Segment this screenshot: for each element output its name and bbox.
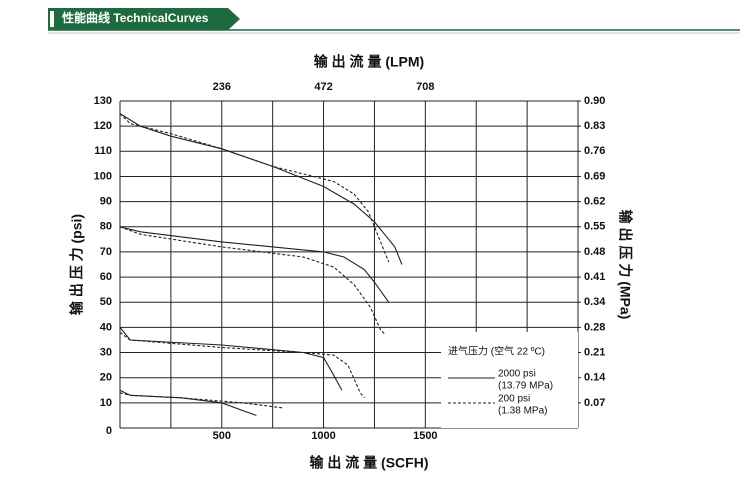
legend-box — [441, 332, 578, 428]
x-tick-label: 1500 — [413, 430, 437, 442]
curve — [119, 392, 283, 409]
y2-tick-label: 0.28 — [584, 321, 605, 333]
x2-axis-title: 输 出 流 量 (LPM) — [314, 54, 424, 70]
y2-tick-label: 0.90 — [584, 95, 605, 107]
x2-tick-label: 236 — [213, 81, 231, 93]
header-title: 性能曲线 TechnicalCurves — [61, 10, 209, 25]
y-axis-title: 输 出 压 力 (psi) — [69, 214, 85, 315]
curve — [119, 389, 257, 416]
y2-tick-label: 0.48 — [584, 246, 605, 258]
y2-tick-label: 0.14 — [584, 372, 606, 384]
y-tick-label: 50 — [100, 296, 112, 308]
y2-tick-label: 0.62 — [584, 196, 605, 208]
curve — [119, 226, 390, 303]
y-tick-label: 60 — [100, 271, 112, 283]
y-tick-label: 100 — [94, 170, 112, 182]
y-tick-label: 130 — [94, 95, 112, 107]
y2-tick-label: 0.21 — [584, 346, 605, 358]
y-tick-label: 40 — [100, 321, 112, 333]
y2-tick-label: 0.07 — [584, 397, 605, 409]
curve — [119, 327, 343, 391]
y-tick-label: 0 — [106, 425, 112, 437]
legend-label: 2000 psi — [498, 369, 536, 380]
y-tick-label: 90 — [100, 196, 112, 208]
y2-tick-label: 0.41 — [584, 271, 605, 283]
legend-title: 进气压力 (空气 22 ºC) — [448, 345, 545, 358]
curve — [119, 331, 365, 399]
x-tick-label: 1000 — [311, 430, 335, 442]
y-tick-label: 30 — [100, 346, 112, 358]
legend-label: 200 psi — [498, 394, 530, 405]
y2-axis-title: 输 出 压 力 (MPa) — [617, 210, 633, 320]
header-tab — [48, 8, 240, 30]
y2-tick-label: 0.83 — [584, 120, 605, 132]
y-tick-label: 80 — [100, 221, 112, 233]
y2-tick-label: 0.34 — [584, 296, 606, 308]
chart: 输 出 流 量 (LPM) 输 出 流 量 (SCFH) 输 出 压 力 (psi)… — [69, 54, 634, 471]
curve — [119, 226, 386, 336]
y2-tick-label: 0.55 — [584, 221, 605, 233]
y-tick-label: 10 — [100, 397, 112, 409]
y-tick-label: 120 — [94, 120, 112, 132]
y2-tick-label: 0.76 — [584, 145, 605, 157]
x-tick-label: 500 — [213, 430, 231, 442]
legend-detail: (13.79 MPa) — [498, 381, 553, 392]
y2-tick-label: 0.69 — [584, 170, 605, 182]
y-tick-label: 110 — [94, 145, 112, 157]
curve — [119, 113, 390, 263]
y-tick-label: 70 — [100, 246, 112, 258]
x2-tick-label: 472 — [314, 81, 332, 93]
x2-tick-label: 708 — [416, 81, 434, 93]
header-mark — [50, 11, 54, 27]
y-tick-label: 20 — [100, 372, 112, 384]
curve — [119, 113, 403, 265]
legend-detail: (1.38 MPa) — [498, 406, 547, 417]
x-axis-title: 输 出 流 量 (SCFH) — [310, 455, 429, 471]
